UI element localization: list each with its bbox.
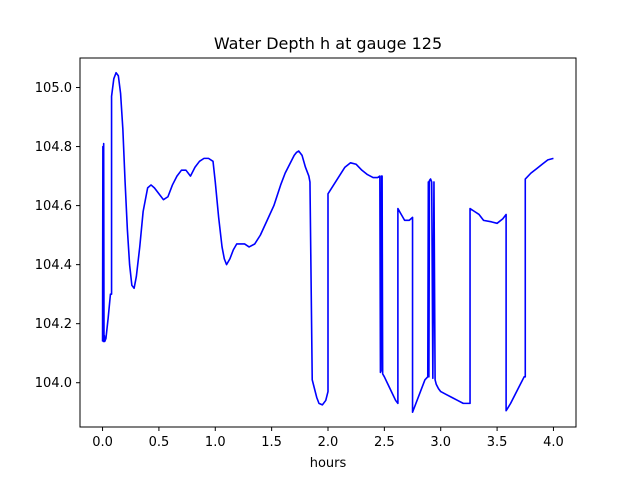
- y-tick-label: 104.2: [35, 317, 72, 332]
- y-tick-label: 105.0: [35, 81, 72, 96]
- x-tick-label: 0.5: [149, 435, 170, 450]
- x-axis-label: hours: [310, 456, 347, 471]
- y-tick-label: 104.4: [35, 258, 72, 273]
- x-tick-label: 2.0: [318, 435, 339, 450]
- x-tick-label: 3.0: [430, 435, 451, 450]
- y-tick-label: 104.8: [35, 140, 72, 155]
- x-tick-label: 0.0: [92, 435, 113, 450]
- series-line: [101, 71, 554, 414]
- x-tick-label: 2.5: [374, 435, 395, 450]
- series-layer: [101, 71, 554, 414]
- x-axis: 0.0 0.5 1.0 1.5 2.0 2.5 3.0 3.5 4.0: [92, 427, 564, 450]
- plot-area: 0.0 0.5 1.0 1.5 2.0 2.5 3.0 3.5 4.0 104.0104.210…: [35, 57, 577, 450]
- chart-title: Water Depth h at gauge 125: [214, 34, 442, 53]
- y-tick-label: 104.6: [35, 199, 72, 214]
- x-tick-label: 4.0: [543, 435, 564, 450]
- y-tick-label: 104.0: [35, 376, 72, 391]
- y-axis: 104.0 104.2 104.4 104.6 104.8 105.0: [35, 81, 80, 391]
- x-tick-label: 3.5: [487, 435, 508, 450]
- x-tick-label: 1.0: [205, 435, 226, 450]
- x-tick-label: 1.5: [261, 435, 282, 450]
